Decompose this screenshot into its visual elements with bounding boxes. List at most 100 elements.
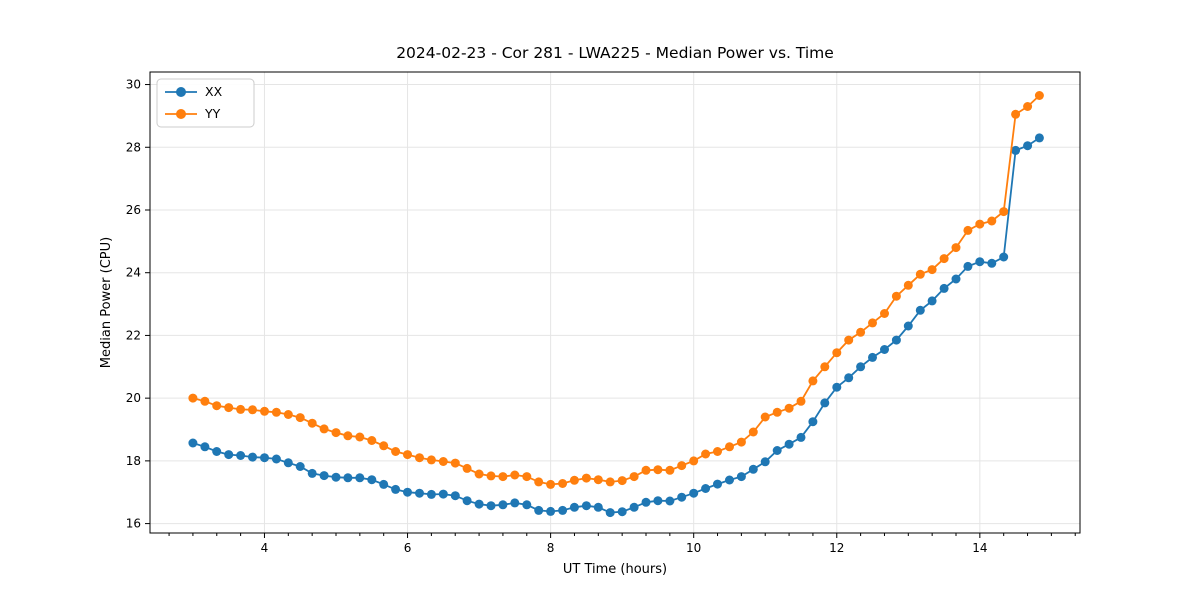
- data-point: [248, 452, 257, 462]
- data-point: [939, 254, 949, 264]
- data-point: [295, 413, 305, 423]
- data-point: [212, 447, 222, 456]
- chart-title: 2024-02-23 - Cor 281 - LWA225 - Median P…: [396, 44, 834, 62]
- y-tick-label: 30: [126, 78, 141, 92]
- data-point: [987, 258, 997, 268]
- series-yy-line: [192, 94, 1041, 486]
- data-point: [832, 348, 842, 358]
- data-point: [856, 327, 866, 337]
- data-point: [927, 265, 937, 275]
- axes: [145, 71, 1081, 538]
- data-point: [498, 500, 508, 510]
- x-axis-label: UT Time (hours): [563, 562, 667, 577]
- data-point: [605, 477, 615, 487]
- data-point: [725, 475, 734, 485]
- data-point: [736, 472, 746, 482]
- data-point: [772, 407, 782, 417]
- data-point: [629, 472, 639, 482]
- data-point: [248, 405, 257, 415]
- data-point: [963, 261, 973, 271]
- data-point: [224, 450, 234, 460]
- data-point: [963, 225, 973, 235]
- data-point: [1023, 141, 1033, 151]
- data-point: [820, 362, 830, 372]
- data-point: [498, 472, 508, 482]
- data-point: [975, 219, 985, 229]
- data-point: [510, 470, 520, 480]
- data-point: [999, 252, 1009, 262]
- data-point: [581, 473, 591, 483]
- data-point: [939, 283, 949, 293]
- legend-marker: [176, 87, 186, 97]
- data-point: [748, 427, 758, 437]
- y-tick-label: 22: [126, 328, 141, 342]
- data-point: [641, 497, 651, 507]
- y-tick-label: 24: [126, 266, 141, 280]
- data-point: [534, 505, 544, 515]
- data-point: [379, 441, 389, 451]
- data-point: [701, 449, 711, 459]
- data-point: [510, 498, 520, 508]
- data-point: [355, 473, 365, 483]
- data-point: [546, 479, 556, 489]
- data-point: [1011, 109, 1021, 119]
- data-point: [391, 447, 401, 456]
- data-point: [450, 491, 460, 501]
- data-point: [271, 454, 281, 464]
- data-point: [748, 464, 758, 474]
- data-point: [784, 403, 794, 413]
- data-point: [569, 502, 579, 512]
- data-point: [593, 502, 603, 512]
- data-point: [224, 403, 234, 413]
- data-point: [271, 407, 281, 417]
- legend: XX YY: [156, 78, 255, 128]
- data-point: [713, 447, 722, 456]
- data-point: [880, 309, 889, 318]
- x-tick-label: 12: [829, 541, 844, 555]
- data-point: [915, 269, 925, 279]
- data-point: [665, 465, 675, 475]
- data-point: [343, 473, 353, 483]
- data-point: [880, 345, 889, 354]
- data-point: [403, 487, 412, 497]
- legend-label: XX: [205, 84, 223, 99]
- data-point: [319, 424, 329, 434]
- data-point: [796, 432, 806, 442]
- data-point: [1011, 145, 1021, 155]
- data-point: [331, 428, 341, 438]
- data-point: [617, 476, 627, 486]
- data-point: [903, 321, 913, 331]
- data-point: [474, 499, 484, 509]
- data-point: [915, 305, 925, 315]
- data-point: [403, 450, 412, 460]
- data-point: [856, 362, 866, 372]
- data-point: [927, 296, 937, 306]
- data-point: [903, 280, 913, 290]
- data-point: [820, 398, 830, 408]
- data-point: [951, 243, 961, 253]
- data-point: [534, 477, 544, 487]
- data-point: [891, 291, 901, 301]
- data-point: [617, 507, 627, 517]
- y-axis-label: Median Power (CPU): [99, 237, 114, 368]
- data-point: [295, 462, 305, 471]
- data-point: [188, 438, 198, 448]
- data-point: [581, 501, 591, 511]
- legend-label: YY: [204, 106, 221, 121]
- data-point: [689, 456, 699, 466]
- data-point: [260, 406, 269, 416]
- data-point: [379, 479, 389, 489]
- data-point: [665, 496, 675, 506]
- data-point: [438, 489, 448, 499]
- grid-lines: [150, 72, 1080, 533]
- data-point: [307, 418, 317, 428]
- data-point: [1023, 102, 1033, 111]
- data-point: [713, 479, 722, 489]
- x-tick-label: 14: [972, 541, 987, 555]
- data-point: [641, 465, 651, 475]
- x-tick-label: 8: [547, 541, 555, 555]
- data-point: [701, 484, 711, 493]
- y-tick-label: 28: [126, 140, 141, 154]
